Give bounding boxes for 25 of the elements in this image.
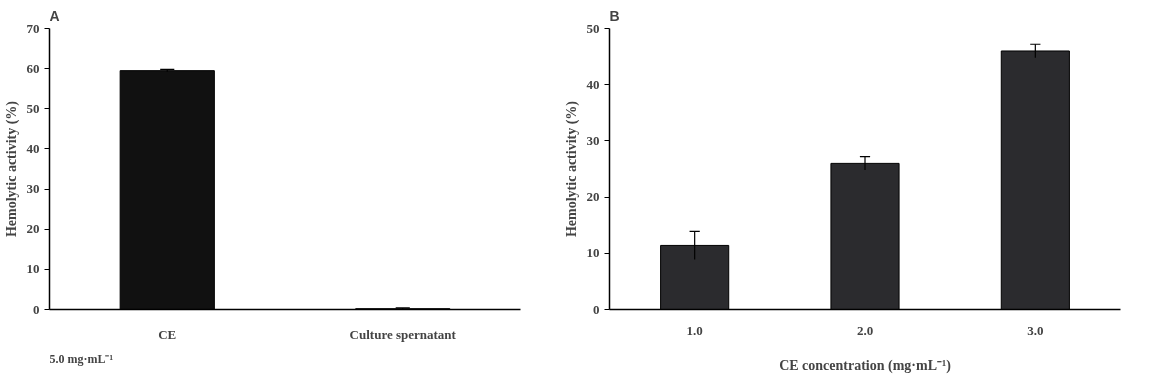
y-axis-title: Hemolytic activity (%) <box>563 100 580 238</box>
y-tick-label: 40 <box>586 76 600 92</box>
y-tick-label: 70 <box>26 20 40 36</box>
y-tick-label: 0 <box>593 301 600 317</box>
text: B <box>609 7 620 24</box>
y-tick-label: 40 <box>26 140 40 156</box>
x-tick-label: Culture spernatant <box>349 326 457 342</box>
y-axis-title: Hemolytic activity (%) <box>3 100 20 238</box>
x-tick-label: 3.0 <box>1027 322 1044 338</box>
y-tick-label: 0 <box>33 301 40 317</box>
y-tick-label: 60 <box>26 60 40 76</box>
y-tick-label: 10 <box>26 261 40 277</box>
y-tick-label: 50 <box>586 20 600 36</box>
x-axis-title: CE concentration (mg·mL⁻¹) <box>779 357 952 374</box>
x-tick-label: CE <box>158 326 177 342</box>
x-tick-label: 1.0 <box>686 322 703 338</box>
y-tick-label: 30 <box>586 132 600 148</box>
text: A <box>49 7 60 24</box>
text: 5.0 mg·mL⁻¹ <box>49 351 114 366</box>
y-tick-label: 30 <box>26 181 40 197</box>
y-tick-label: 20 <box>26 221 40 237</box>
y-tick-label: 10 <box>586 245 600 261</box>
x-tick-label: 2.0 <box>856 322 874 338</box>
y-tick-label: 20 <box>586 189 600 205</box>
y-tick-label: 50 <box>26 100 40 116</box>
